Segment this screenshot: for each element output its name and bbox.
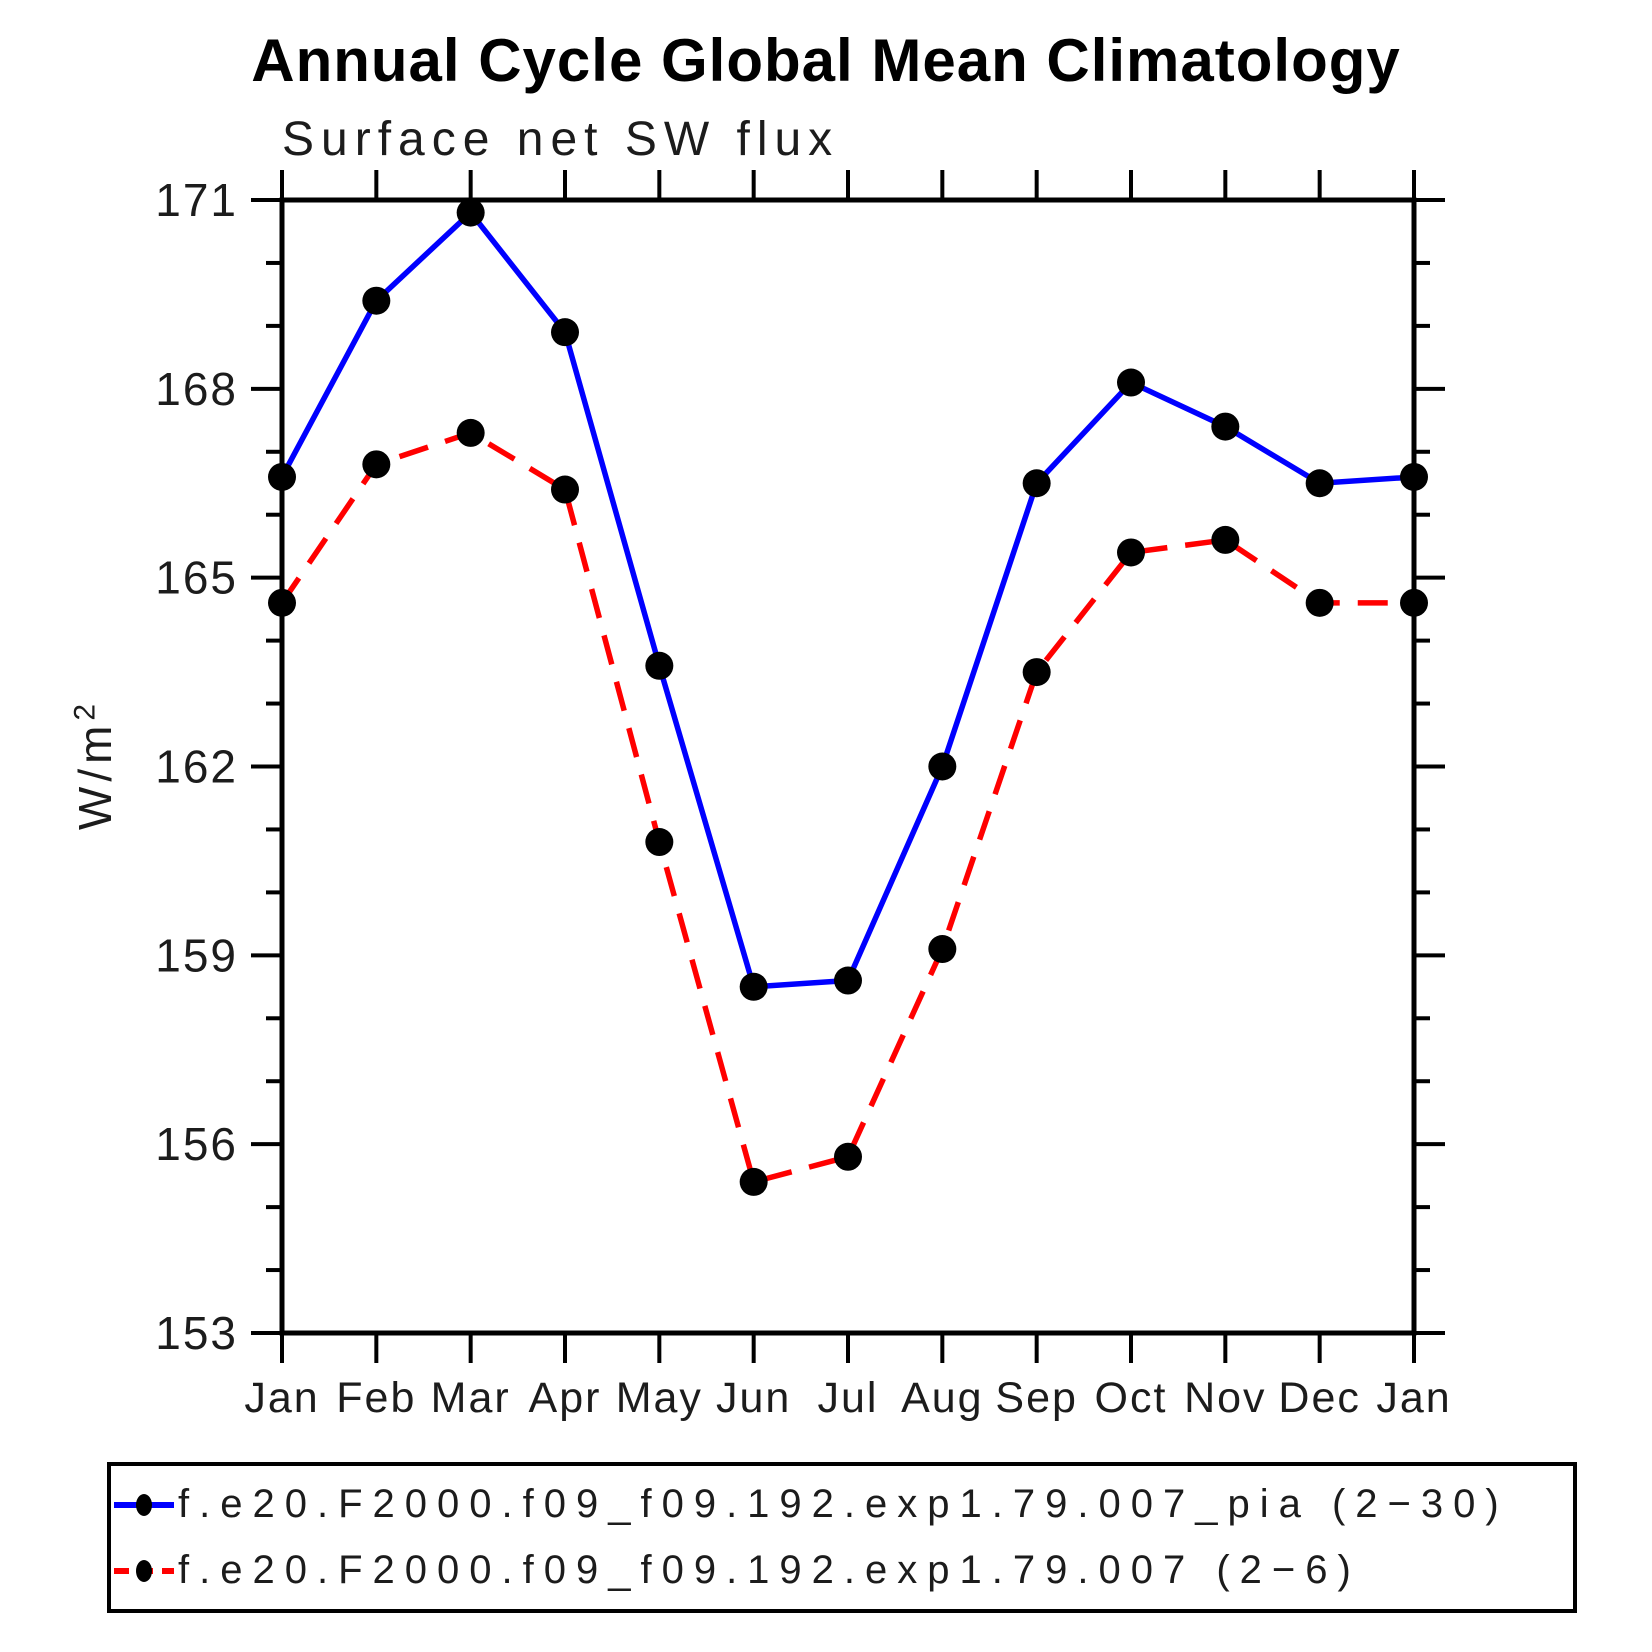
y-tick-label: 159 — [155, 929, 238, 981]
data-point-s2 — [645, 828, 674, 857]
data-point-s2 — [1022, 658, 1051, 687]
x-tick-label: Mar — [431, 1374, 511, 1422]
chart-subtitle: Surface net SW flux — [282, 113, 840, 166]
y-tick-label: 171 — [155, 174, 238, 226]
data-point-s2 — [1211, 525, 1240, 554]
data-point-s1 — [834, 966, 862, 995]
x-tick-label: Dec — [1278, 1374, 1360, 1422]
data-point-s1 — [362, 286, 391, 315]
data-point-s2 — [1117, 538, 1145, 567]
y-tick-label: 153 — [155, 1307, 238, 1359]
x-tick-label: Jan — [244, 1374, 319, 1422]
legend-marker-series2 — [114, 1559, 174, 1582]
x-tick-label: Nov — [1184, 1374, 1266, 1422]
y-tick-label: 165 — [155, 552, 238, 604]
legend: f.e20.F2000.f09_f09.192.exp1.79.007_pia … — [107, 1462, 1577, 1613]
x-tick-label: Jun — [716, 1374, 791, 1422]
data-point-s2 — [739, 1167, 768, 1196]
legend-dot — [136, 1493, 152, 1516]
data-point-s2 — [456, 418, 485, 447]
data-point-s1 — [739, 972, 768, 1001]
y-tick-label: 162 — [155, 741, 238, 793]
data-point-s1 — [1400, 462, 1428, 491]
data-point-s2 — [551, 475, 579, 504]
x-tick-label: Oct — [1095, 1374, 1168, 1422]
legend-entry-series1: f.e20.F2000.f09_f09.192.exp1.79.007_pia … — [112, 1479, 1573, 1531]
data-point-s1 — [1022, 469, 1051, 498]
data-point-s1 — [551, 318, 579, 347]
page-title: Annual Cycle Global Mean Climatology — [251, 27, 1401, 94]
y-tick-label: 168 — [155, 363, 238, 415]
data-point-s2 — [1305, 588, 1334, 617]
x-tick-label: Sep — [995, 1374, 1078, 1422]
x-tick-label: Jan — [1376, 1374, 1451, 1422]
data-point-s1 — [645, 651, 674, 680]
data-point-s2 — [268, 588, 296, 617]
data-point-s2 — [928, 935, 957, 964]
legend-label-series2: f.e20.F2000.f09_f09.192.exp1.79.007 (2−6… — [178, 1548, 1361, 1592]
data-point-s1 — [1211, 412, 1240, 441]
legend-label-series1: f.e20.F2000.f09_f09.192.exp1.79.007_pia … — [178, 1482, 1509, 1526]
legend-dot — [136, 1559, 152, 1582]
data-point-s2 — [834, 1142, 862, 1171]
legend-entry-series2: f.e20.F2000.f09_f09.192.exp1.79.007 (2−6… — [112, 1545, 1573, 1597]
series-line-2 — [279, 429, 1414, 1186]
x-tick-label: Apr — [529, 1374, 602, 1422]
data-point-s1 — [928, 752, 957, 781]
data-point-s2 — [362, 450, 391, 479]
y-tick-label: 156 — [155, 1118, 238, 1170]
series-line-1 — [279, 208, 1415, 990]
data-point-s1 — [268, 462, 296, 491]
data-point-s1 — [1117, 368, 1145, 397]
legend-marker-series1 — [114, 1493, 174, 1516]
x-tick-label: Jul — [818, 1374, 879, 1422]
x-tick-label: Feb — [336, 1374, 416, 1422]
x-tick-label: Aug — [901, 1374, 984, 1422]
x-tick-label: May — [616, 1374, 703, 1422]
data-point-s1 — [456, 198, 485, 227]
data-point-s2 — [1400, 588, 1428, 617]
data-point-s1 — [1305, 469, 1334, 498]
